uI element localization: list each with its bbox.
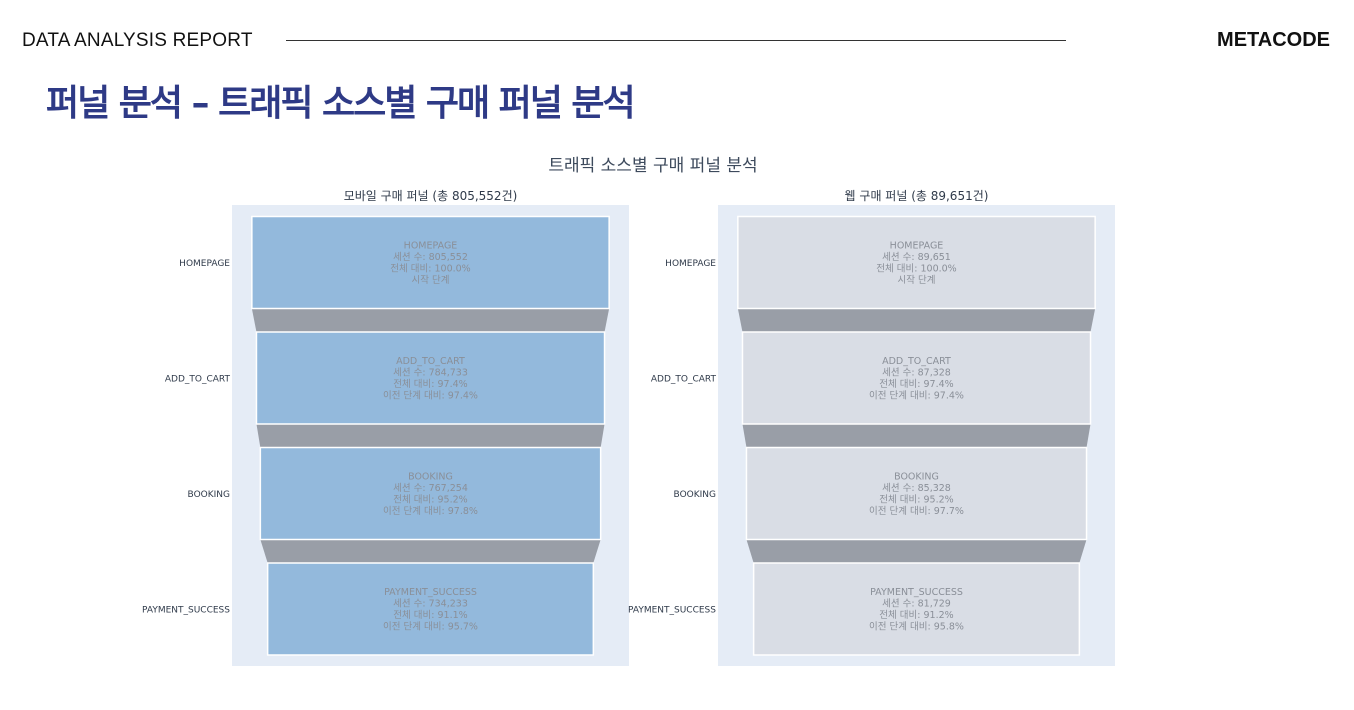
- funnel-label-web-4-line-2: 세션 수: 81,729: [882, 599, 951, 610]
- funnel-label-mobile-2-line-4: 이전 단계 대비: 97.4%: [383, 390, 478, 402]
- funnel-label-web-3-line-3: 전체 대비: 95.2%: [879, 495, 953, 506]
- funnel-label-mobile-4-line-1: PAYMENT_SUCCESS: [384, 587, 477, 598]
- funnel-label-web-2-line-2: 세션 수: 87,328: [882, 368, 951, 379]
- funnel-label-mobile-1-line-2: 세션 수: 805,552: [393, 252, 468, 263]
- funnel-label-mobile-3-line-1: BOOKING: [408, 472, 453, 483]
- funnel-label-web-2-line-4: 이전 단계 대비: 97.4%: [869, 390, 964, 402]
- funnel-label-mobile-2-line-3: 전체 대비: 97.4%: [393, 379, 467, 390]
- funnel-label-web-3-line-4: 이전 단계 대비: 97.7%: [869, 505, 964, 517]
- funnel-label-web-4-line-1: PAYMENT_SUCCESS: [870, 587, 963, 598]
- y-tick-label-web-booking: BOOKING: [674, 490, 716, 500]
- funnel-connector-web-2: [742, 424, 1091, 448]
- funnel-label-mobile-4-line-2: 세션 수: 734,233: [393, 599, 468, 610]
- funnel-label-web-4-line-3: 전체 대비: 91.2%: [879, 610, 953, 621]
- funnel-label-web-4-line-4: 이전 단계 대비: 95.8%: [869, 621, 964, 633]
- y-tick-label-web-homepage: HOMEPAGE: [665, 259, 716, 269]
- funnel-label-mobile-3-line-2: 세션 수: 767,254: [393, 483, 468, 494]
- funnel-label-mobile-1-line-3: 전체 대비: 100.0%: [390, 264, 470, 275]
- funnel-bar-web-homepage: [737, 215, 1096, 310]
- subplot-title-web: 웹 구매 퍼널 (총 89,651건): [845, 189, 989, 203]
- y-tick-label-mobile-add_to_cart: ADD_TO_CART: [165, 375, 231, 385]
- y-tick-label-mobile-homepage: HOMEPAGE: [179, 259, 230, 269]
- funnel-label-mobile-4-line-4: 이전 단계 대비: 95.7%: [383, 621, 478, 633]
- funnel-connector-mobile-1: [251, 308, 610, 332]
- funnel-label-mobile-1-line-4: 시작 단계: [412, 274, 450, 286]
- funnel-connector-web-1: [737, 308, 1096, 332]
- funnel-label-web-2-line-1: ADD_TO_CART: [882, 356, 951, 367]
- funnel-connector-mobile-3: [260, 539, 601, 563]
- funnel-bar-mobile-homepage: [251, 215, 610, 310]
- funnel-label-web-2-line-3: 전체 대비: 97.4%: [879, 379, 953, 390]
- funnel-bar-web-add_to_cart: [741, 331, 1092, 425]
- funnel-label-mobile-2-line-2: 세션 수: 784,733: [393, 368, 468, 379]
- funnel-bar-web-payment_success: [752, 562, 1081, 656]
- page-title: 퍼널 분석 – 트래픽 소스별 구매 퍼널 분석: [46, 83, 636, 124]
- funnel-bar-mobile-payment_success: [266, 562, 595, 656]
- funnel-label-mobile-1-line-1: HOMEPAGE: [404, 241, 458, 252]
- y-tick-label-mobile-booking: BOOKING: [188, 490, 230, 500]
- funnel-connector-mobile-2: [256, 424, 605, 448]
- funnel-bar-mobile-add_to_cart: [255, 331, 606, 425]
- funnel-label-web-3-line-1: BOOKING: [894, 472, 939, 483]
- chart-title: 트래픽 소스별 구매 퍼널 분석: [548, 156, 757, 176]
- funnel-label-web-1-line-2: 세션 수: 89,651: [882, 252, 951, 263]
- subplot-title-mobile: 모바일 구매 퍼널 (총 805,552건): [344, 189, 518, 203]
- header-divider: [286, 40, 1066, 41]
- funnel-connector-web-3: [746, 539, 1087, 563]
- funnel-label-mobile-2-line-1: ADD_TO_CART: [396, 356, 465, 367]
- funnel-label-web-1-line-1: HOMEPAGE: [890, 241, 944, 252]
- y-tick-label-web-add_to_cart: ADD_TO_CART: [651, 375, 717, 385]
- funnel-bar-mobile-booking: [259, 446, 602, 541]
- funnel-bar-web-booking: [745, 446, 1088, 541]
- funnel-label-mobile-3-line-3: 전체 대비: 95.2%: [393, 495, 467, 506]
- brand-logo-text: METACODE: [1217, 29, 1330, 51]
- report-label: DATA ANALYSIS REPORT: [22, 30, 253, 51]
- funnel-label-mobile-3-line-4: 이전 단계 대비: 97.8%: [383, 505, 478, 517]
- funnel-label-web-1-line-4: 시작 단계: [898, 274, 936, 286]
- y-tick-label-mobile-payment_success: PAYMENT_SUCCESS: [142, 606, 230, 616]
- funnel-label-web-3-line-2: 세션 수: 85,328: [882, 483, 951, 494]
- y-tick-label-web-payment_success: PAYMENT_SUCCESS: [628, 606, 716, 616]
- funnel-label-web-1-line-3: 전체 대비: 100.0%: [876, 264, 956, 275]
- funnel-label-mobile-4-line-3: 전체 대비: 91.1%: [393, 610, 467, 621]
